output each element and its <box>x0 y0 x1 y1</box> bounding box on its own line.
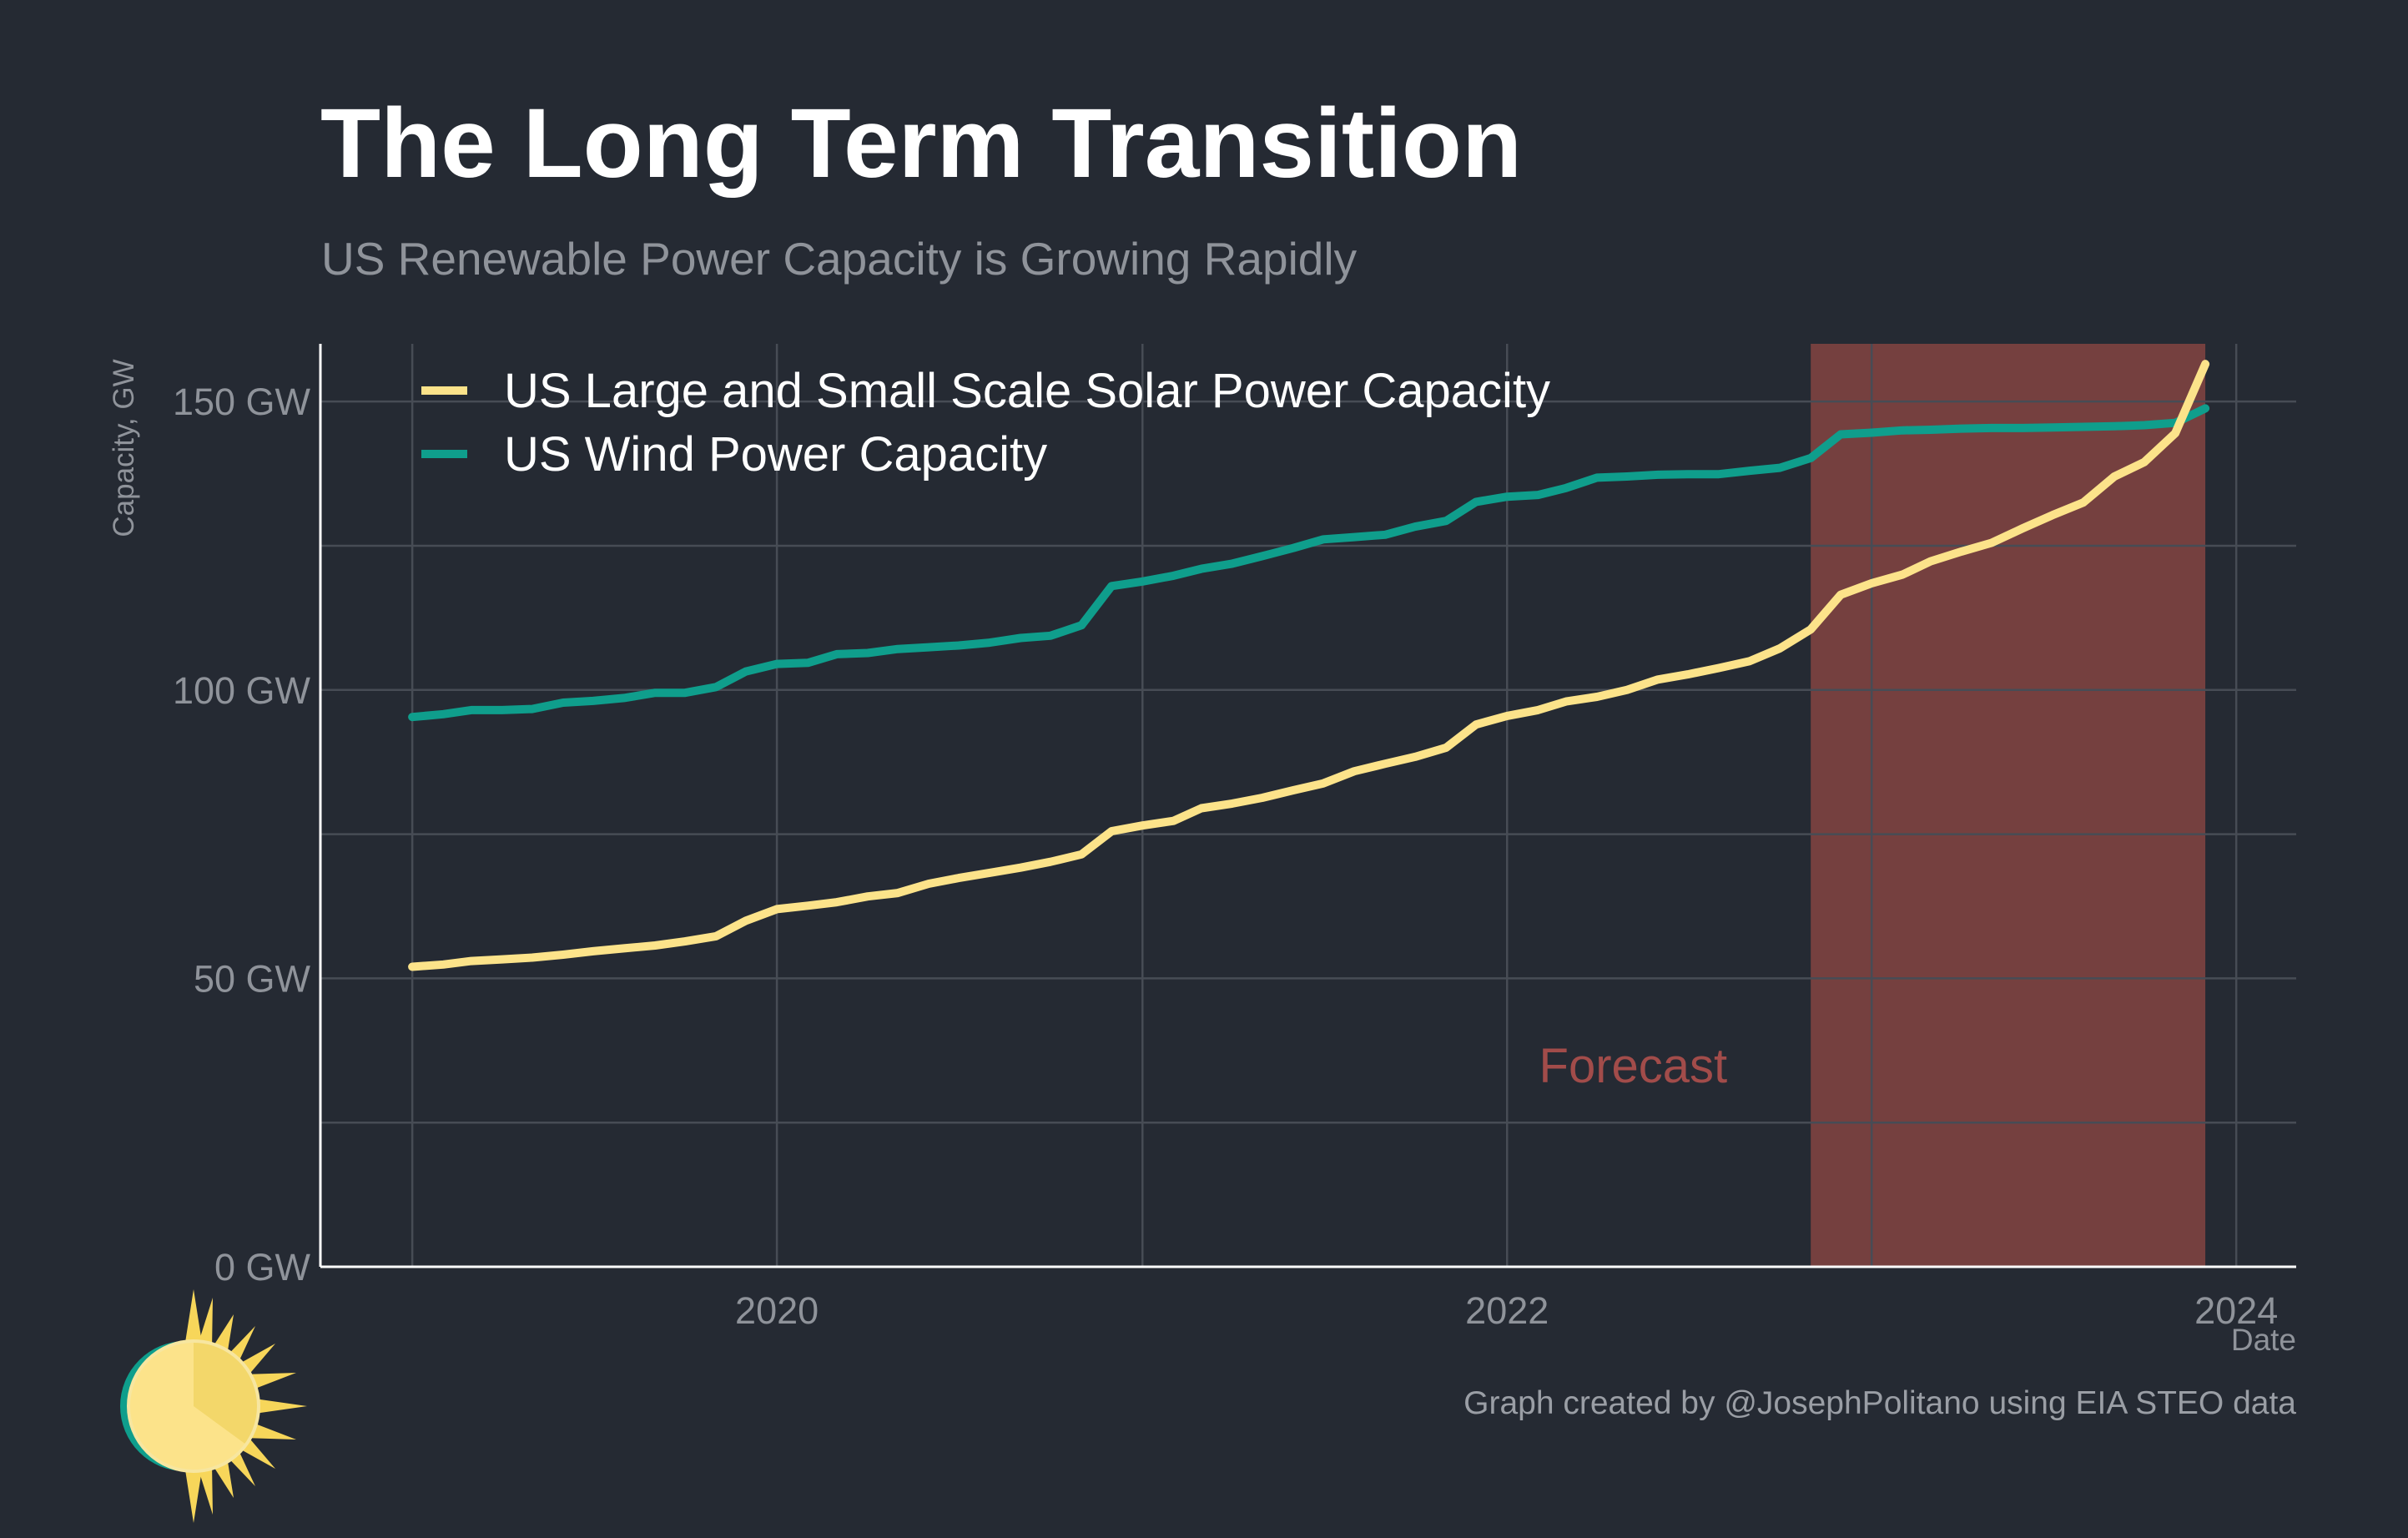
legend-label: US Wind Power Capacity <box>504 427 1047 482</box>
y-tick-label: 100 GW <box>173 669 311 712</box>
x-tick-label: 2020 <box>735 1289 819 1332</box>
source-caption: Graph created by @JosephPolitano using E… <box>1463 1385 2296 1421</box>
series-line <box>408 360 2210 971</box>
legend-label: US Large and Small Scale Solar Power Cap… <box>504 364 1550 418</box>
y-tick-label: 0 GW <box>214 1246 311 1288</box>
x-tick-label: 2024 <box>2194 1289 2278 1332</box>
chart-subtitle: US Renewable Power Capacity is Growing R… <box>321 233 1358 285</box>
y-axis-title: Capacity, GW <box>108 359 140 537</box>
y-tick-label: 150 GW <box>173 381 311 423</box>
x-tick-label: 2022 <box>1465 1289 1549 1332</box>
y-tick-label: 50 GW <box>194 957 311 1000</box>
sun-logo-icon <box>120 1289 307 1523</box>
forecast-label: Forecast <box>1539 1039 1728 1093</box>
series-line <box>408 404 2210 722</box>
chart-title: The Long Term Transition <box>320 88 1523 199</box>
x-axis-title: Date <box>2231 1323 2296 1357</box>
forecast-band <box>1811 344 2206 1267</box>
